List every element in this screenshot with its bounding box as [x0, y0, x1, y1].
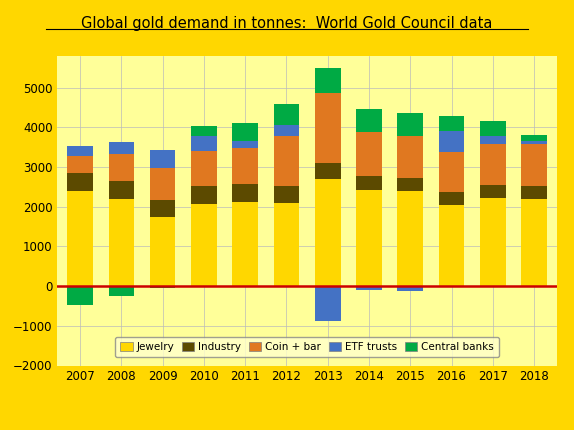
- Bar: [67, 173, 93, 191]
- Text: Global gold demand in tonnes:  World Gold Council data: Global gold demand in tonnes: World Gold…: [82, 25, 492, 40]
- Bar: [150, 286, 176, 288]
- Bar: [191, 151, 217, 187]
- Bar: [480, 185, 506, 198]
- Bar: [274, 136, 299, 186]
- Bar: [108, 286, 134, 296]
- Bar: [356, 109, 382, 132]
- Bar: [521, 199, 547, 286]
- Bar: [108, 181, 134, 199]
- Bar: [191, 187, 217, 204]
- Bar: [67, 146, 93, 156]
- Bar: [397, 113, 423, 136]
- Bar: [397, 286, 423, 292]
- Bar: [480, 144, 506, 185]
- Bar: [232, 148, 258, 184]
- Bar: [356, 190, 382, 286]
- Bar: [439, 131, 464, 152]
- Bar: [67, 286, 93, 305]
- Bar: [397, 136, 423, 178]
- Bar: [108, 141, 134, 154]
- Bar: [274, 203, 299, 286]
- Bar: [315, 178, 340, 286]
- Bar: [480, 198, 506, 286]
- Bar: [150, 200, 176, 217]
- Bar: [480, 121, 506, 136]
- Bar: [274, 126, 299, 136]
- Bar: [315, 93, 340, 163]
- Bar: [191, 136, 217, 151]
- Bar: [191, 126, 217, 136]
- Bar: [521, 135, 547, 141]
- Bar: [232, 184, 258, 202]
- Bar: [315, 68, 340, 93]
- Bar: [521, 144, 547, 186]
- Bar: [439, 152, 464, 192]
- Bar: [397, 178, 423, 191]
- Bar: [439, 205, 464, 286]
- Bar: [521, 186, 547, 199]
- Bar: [232, 141, 258, 148]
- Bar: [521, 141, 547, 144]
- Bar: [274, 104, 299, 126]
- Bar: [150, 217, 176, 286]
- Bar: [439, 116, 464, 131]
- Bar: [108, 154, 134, 181]
- Bar: [108, 199, 134, 286]
- Bar: [67, 156, 93, 173]
- Bar: [150, 150, 176, 168]
- Bar: [356, 176, 382, 190]
- Bar: [356, 132, 382, 176]
- Bar: [232, 123, 258, 141]
- Bar: [150, 168, 176, 200]
- Bar: [397, 191, 423, 286]
- Bar: [315, 286, 340, 321]
- Bar: [356, 286, 382, 290]
- Bar: [191, 204, 217, 286]
- Bar: [315, 163, 340, 178]
- Bar: [232, 202, 258, 286]
- Bar: [67, 191, 93, 286]
- Bar: [274, 186, 299, 203]
- Text: Global gold demand in tonnes:  World Gold Council data: Global gold demand in tonnes: World Gold…: [82, 16, 492, 31]
- Bar: [439, 192, 464, 205]
- Legend: Jewelry, Industry, Coin + bar, ETF trusts, Central banks: Jewelry, Industry, Coin + bar, ETF trust…: [115, 337, 499, 357]
- Bar: [480, 136, 506, 144]
